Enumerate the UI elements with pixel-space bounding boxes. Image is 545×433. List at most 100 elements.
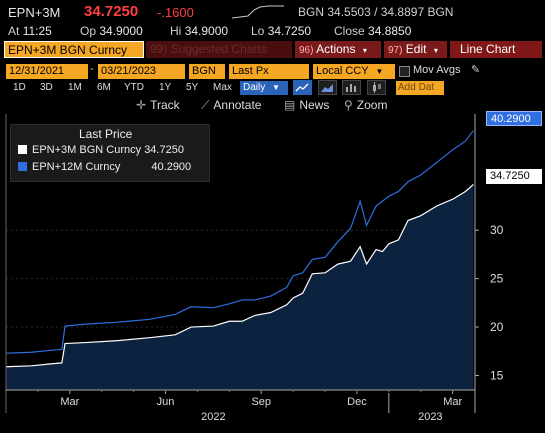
y-tick-label: 20 — [490, 320, 504, 334]
suggested-charts-button[interactable]: 99) Suggested Charts — [146, 41, 292, 58]
legend-swatch-blue — [18, 162, 27, 171]
zoom-label: Zoom — [356, 98, 388, 112]
price-field-label: Last Px — [232, 65, 269, 77]
close-label: Close — [334, 24, 365, 38]
x-month-label: Jun — [157, 396, 175, 408]
series-area-fill — [6, 184, 474, 390]
legend-series-name: EPN+12M Curncy — [32, 161, 121, 173]
x-month-label: Sep — [251, 396, 271, 408]
price-change: -.1600 — [157, 5, 194, 20]
y-tick-label: 25 — [490, 272, 504, 286]
price-tag-epn12m: 40.2900 — [486, 111, 542, 126]
legend-series-value: 34.7250 — [144, 144, 184, 156]
track-tool[interactable]: ✛ Track — [136, 98, 180, 112]
period-ytd[interactable]: YTD — [124, 82, 144, 93]
open-value: 34.9000 — [99, 24, 143, 38]
high-label: Hi — [170, 24, 182, 38]
start-date-field[interactable]: 12/31/2021 — [6, 64, 88, 79]
period-5y[interactable]: 5Y — [186, 82, 199, 93]
edit-menu-button[interactable]: 97) Edit ▾ — [384, 41, 447, 58]
area-chart-icon[interactable] — [318, 80, 337, 95]
high-value: 34.9000 — [184, 24, 229, 38]
caret-down-icon: ▾ — [362, 46, 367, 55]
price-field-select[interactable]: Last Px — [229, 64, 309, 79]
period-max[interactable]: Max — [213, 82, 232, 93]
currency-select[interactable]: Local CCY ▼ — [313, 64, 395, 79]
actions-menu-button[interactable]: 96) Actions ▾ — [295, 41, 381, 58]
actions-number: 96) — [299, 45, 314, 56]
last-price: 34.7250 — [84, 3, 139, 20]
news-icon: ▤ — [284, 98, 296, 112]
annotate-label: Annotate — [213, 98, 262, 112]
x-year-label: 2023 — [418, 411, 442, 423]
caret-down-icon: ▼ — [272, 83, 280, 92]
crosshair-icon: ✛ — [136, 98, 147, 112]
bidask-source-suffix: BGN — [427, 5, 454, 19]
close-value: 34.8850 — [368, 24, 412, 38]
x-year-label: 2022 — [201, 411, 225, 423]
date-range-separator: - — [90, 63, 94, 75]
period-1d[interactable]: 1D — [13, 82, 26, 93]
period-6m[interactable]: 6M — [97, 82, 111, 93]
frequency-select[interactable]: Daily ▼ — [240, 81, 288, 95]
pencil-icon[interactable]: ✎ — [471, 63, 481, 76]
security-title-field[interactable]: EPN+3M BGN Curncy — [4, 41, 144, 58]
time-value: 11:25 — [22, 24, 52, 38]
end-date-field[interactable]: 03/21/2023 — [98, 64, 185, 79]
series-line-epn3m — [5, 184, 474, 368]
caret-down-icon: ▼ — [375, 67, 384, 76]
ticker-label: EPN+3M — [8, 5, 61, 20]
zoom-tool[interactable]: ⚲ Zoom — [344, 98, 387, 112]
bidask-source: BGN — [298, 5, 325, 19]
price-chart[interactable]: 15 20 25 30 Mar Jun Sep Dec Mar 2022 2023 — [0, 114, 545, 433]
x-month-label: Mar — [60, 396, 79, 408]
caret-down-icon: ▾ — [433, 46, 438, 55]
legend-entry-epn12m: EPN+12M Curncy 40.2900 — [18, 161, 191, 173]
bidask-values: 34.5503 / 34.8897 — [327, 5, 425, 19]
news-tool[interactable]: ▤ News — [284, 98, 329, 112]
period-3d[interactable]: 3D — [40, 82, 53, 93]
time-field: At 11:25 — [8, 24, 52, 38]
x-month-label: Mar — [443, 396, 462, 408]
at-label: At — [8, 24, 20, 38]
period-1m[interactable]: 1M — [68, 82, 82, 93]
legend-series-name: EPN+3M BGN Curncy — [32, 144, 142, 156]
y-tick-label: 30 — [490, 223, 504, 237]
edit-number: 97) — [388, 45, 403, 56]
news-label: News — [299, 98, 330, 112]
suggested-label: Suggested Charts — [170, 42, 267, 56]
legend-series-value: 40.2900 — [151, 161, 192, 173]
x-month-label: Dec — [347, 396, 367, 408]
mov-avgs-label: Mov Avgs — [413, 64, 461, 76]
low-field: Lo 34.7250 — [251, 24, 311, 38]
legend-title: Last Price — [79, 127, 133, 141]
close-field: Close 34.8850 — [334, 24, 411, 38]
track-label: Track — [150, 98, 180, 112]
high-field: Hi 34.9000 — [170, 24, 228, 38]
legend-entry-epn3m: EPN+3M BGN Curncy 34.7250 — [18, 144, 184, 156]
open-field: Op 34.9000 — [80, 24, 143, 38]
candlestick-icon[interactable] — [367, 80, 386, 95]
intraday-sparkline — [232, 5, 284, 19]
bar-chart-icon[interactable] — [342, 80, 361, 95]
pricing-source-field[interactable]: BGN — [189, 64, 225, 79]
actions-label: Actions — [316, 42, 356, 56]
period-1y[interactable]: 1Y — [159, 82, 172, 93]
edit-label: Edit — [405, 42, 427, 56]
add-data-field[interactable]: Add Dat — [396, 81, 444, 95]
chart-legend — [10, 124, 210, 182]
line-chart-icon[interactable] — [293, 80, 312, 95]
mov-avgs-checkbox[interactable] — [399, 66, 410, 77]
series-line-epn12m — [5, 130, 474, 354]
legend-swatch-white — [18, 145, 27, 154]
suggested-number: 99) — [150, 42, 168, 56]
currency-label: Local CCY — [316, 65, 369, 77]
low-label: Lo — [251, 24, 265, 38]
annotate-tool[interactable]: ⟋ Annotate — [201, 98, 261, 113]
frequency-label: Daily — [243, 82, 266, 93]
line-chart-button[interactable]: Line Chart — [450, 41, 542, 58]
open-label: Op — [80, 24, 97, 38]
price-tag-epn3m: 34.7250 — [486, 169, 542, 184]
low-value: 34.7250 — [267, 24, 312, 38]
annotate-icon: ⟋ — [201, 98, 210, 112]
